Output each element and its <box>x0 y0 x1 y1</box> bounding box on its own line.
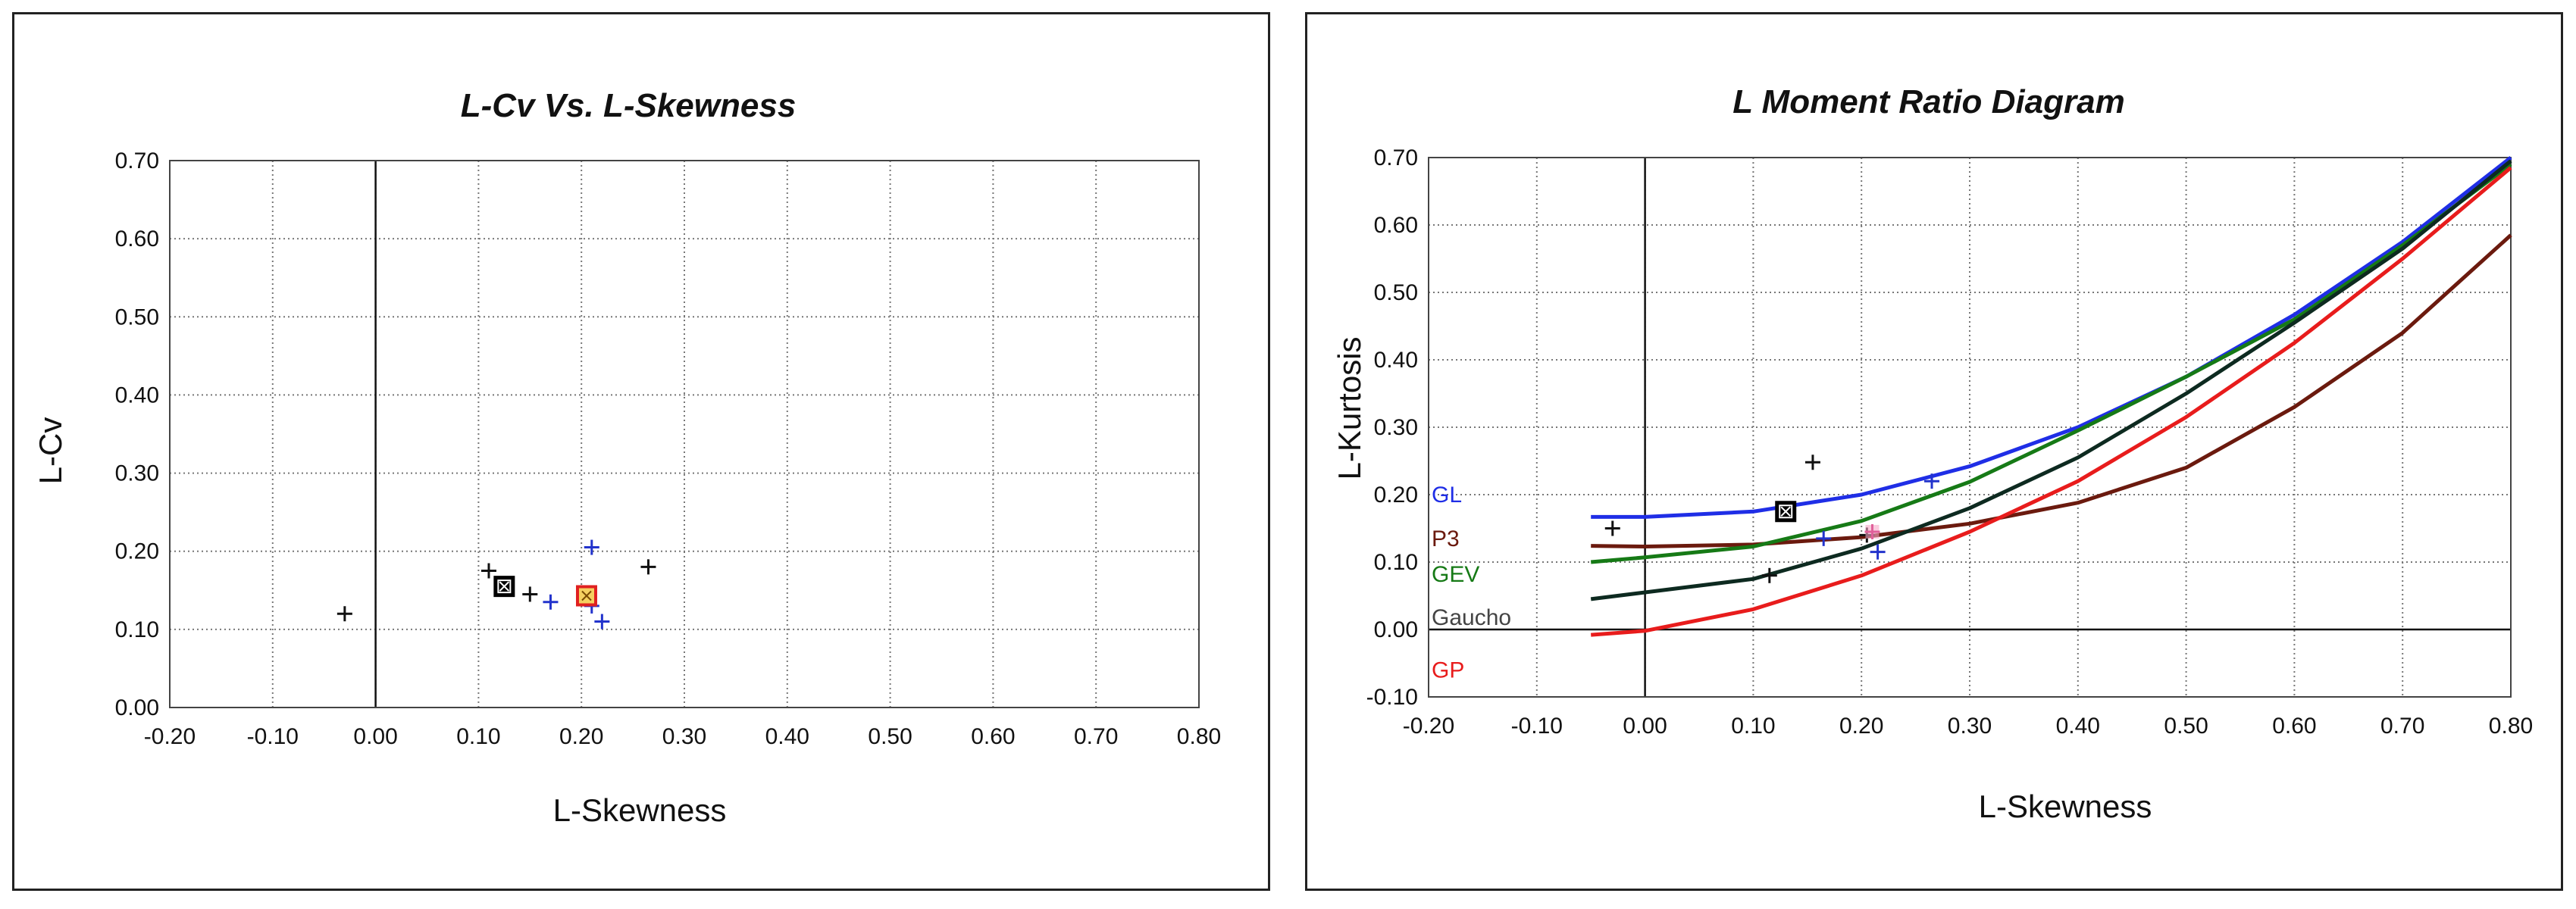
marker-regional-average <box>1775 501 1797 523</box>
x-tick-label: 0.60 <box>971 724 1015 749</box>
curve-label-gev: GEV <box>1432 562 1479 587</box>
marker-sites-blue <box>543 594 559 610</box>
marker-x-b <box>581 590 592 601</box>
marker-sites-black <box>1761 567 1777 583</box>
x-tick-label: 0.50 <box>2164 714 2208 739</box>
lcv-vs-lskewness-chart: L-Cv Vs. L-Skewness L-Skewness L-Cv -0.2… <box>33 87 1221 828</box>
x-axis-label: L-Skewness <box>1979 789 2152 824</box>
marker-x-b <box>1780 506 1791 517</box>
x-tick-label: -0.10 <box>247 724 299 749</box>
y-tick-label: 0.50 <box>115 305 159 330</box>
x-tick-label: 0.10 <box>1731 714 1775 739</box>
curve-label-p3: P3 <box>1432 526 1460 551</box>
curve-p3 <box>1591 233 2512 548</box>
curve-gl <box>1591 156 2512 519</box>
y-tick-label: 0.60 <box>115 226 159 251</box>
curve-labels: GL P3 GEV Gaucho GP <box>1432 483 1511 683</box>
y-tick-label: 0.50 <box>1374 280 1418 305</box>
chart-title: L Moment Ratio Diagram <box>1732 83 2124 120</box>
marker-selected-site <box>575 585 597 607</box>
marker-sites-blue <box>1816 530 1832 546</box>
marker-sites-black <box>522 586 538 602</box>
marker-sites-black <box>336 606 352 622</box>
x-tick-label: 0.10 <box>456 724 500 749</box>
marker-sites-black <box>640 559 656 575</box>
y-axis-label: L-Cv <box>33 417 68 485</box>
l-moment-ratio-chart: L Moment Ratio Diagram L-Skewness L-Kurt… <box>1332 83 2533 824</box>
x-tick-label: 0.00 <box>1623 714 1667 739</box>
x-tick-label: 0.70 <box>1074 724 1118 749</box>
plot-frame <box>169 160 1200 708</box>
y-tick-label: 0.70 <box>1374 145 1418 170</box>
marker-inner-box <box>497 579 512 594</box>
l-moment-ratio-panel: L Moment Ratio Diagram L-Skewness L-Kurt… <box>1305 12 2563 891</box>
lcv-vs-lskewness-panel: L-Cv Vs. L-Skewness L-Skewness L-Cv -0.2… <box>12 12 1270 891</box>
y-tick-label: 0.00 <box>115 695 159 720</box>
distribution-curves <box>1590 156 2512 637</box>
x-tick-label: -0.20 <box>144 724 196 749</box>
y-tick-label: 0.30 <box>1374 415 1418 440</box>
curve-label-gl: GL <box>1432 483 1462 508</box>
x-tick-label: 0.40 <box>765 724 809 749</box>
y-tick-label: 0.20 <box>1374 483 1418 508</box>
x-tick-label: 0.40 <box>2056 714 2100 739</box>
y-tick-label: 0.70 <box>115 148 159 173</box>
y-tick-label: 0.60 <box>1374 213 1418 238</box>
y-tick-label: 0.30 <box>115 461 159 486</box>
curve-label-gaucho: Gaucho <box>1432 605 1511 630</box>
y-tick-label: 0.00 <box>1374 617 1418 642</box>
marker-regional-average <box>493 576 515 598</box>
marker-sites-black <box>1604 520 1620 536</box>
x-tick-label: -0.10 <box>1511 714 1563 739</box>
curve-label-gp: GP <box>1432 658 1464 683</box>
marker-selected-site <box>1864 523 1880 539</box>
plot-area <box>169 160 1200 708</box>
x-tick-label: 0.80 <box>2489 714 2533 739</box>
x-tick-label: 0.50 <box>868 724 912 749</box>
marker-inner-box <box>1779 504 1793 519</box>
x-tick-label: 0.30 <box>1948 714 1992 739</box>
x-tick-label: 0.00 <box>353 724 397 749</box>
marker-sites-black <box>480 563 496 579</box>
y-tick-label: 0.20 <box>115 539 159 564</box>
x-tick-label: 0.20 <box>1839 714 1883 739</box>
marker-sites-blue <box>1924 473 1940 489</box>
marker-sites-blue <box>584 539 599 555</box>
data-markers <box>1604 454 1940 583</box>
y-tick-label: 0.40 <box>1374 348 1418 373</box>
chart-title: L-Cv Vs. L-Skewness <box>461 87 797 124</box>
x-tick-label: 0.60 <box>2272 714 2316 739</box>
y-tick-label: -0.10 <box>1366 685 1418 710</box>
y-tick-label: 0.40 <box>115 383 159 408</box>
marker-sites-black <box>1804 454 1820 470</box>
x-tick-label: 0.20 <box>559 724 603 749</box>
curve-gp <box>1591 166 2512 637</box>
x-tick-label: 0.70 <box>2380 714 2424 739</box>
plot-area <box>1428 157 2512 698</box>
marker-x-b <box>499 581 510 592</box>
x-axis-label: L-Skewness <box>553 792 727 828</box>
x-tick-label: -0.20 <box>1403 714 1454 739</box>
y-axis-label: L-Kurtosis <box>1332 336 1367 479</box>
x-tick-label: 0.30 <box>662 724 706 749</box>
curve-gaucho <box>1590 159 2512 601</box>
plot-frame <box>1428 157 2512 698</box>
marker-sites-blue <box>594 614 610 629</box>
curve-gev <box>1590 162 2512 564</box>
data-markers <box>336 539 656 629</box>
marker-sites-blue <box>1870 544 1886 560</box>
y-tick-label: 0.10 <box>115 617 159 642</box>
x-tick-label: 0.80 <box>1177 724 1221 749</box>
y-tick-label: 0.10 <box>1374 550 1418 575</box>
